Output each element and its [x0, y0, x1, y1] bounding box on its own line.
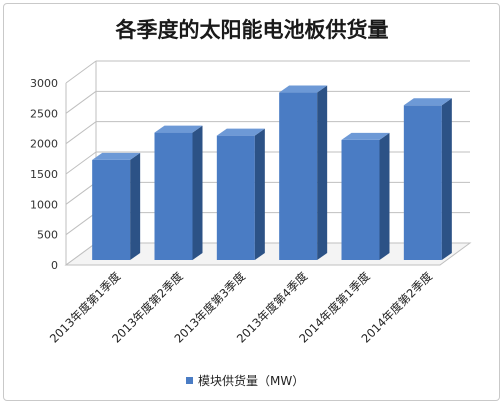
bar-side — [441, 98, 452, 260]
bar — [92, 152, 141, 260]
bar — [279, 85, 328, 260]
gridline-depth — [65, 90, 97, 114]
legend-swatch — [186, 376, 193, 384]
bar-front — [279, 92, 318, 260]
legend-label: 模块供货量（MW） — [198, 373, 305, 388]
gridline-depth — [65, 151, 97, 175]
chart-title: 各季度的太阳能电池板供货量 — [115, 18, 389, 42]
bar-top — [92, 152, 141, 160]
bar-side — [192, 125, 203, 260]
y-tick-label: 2500 — [30, 107, 58, 120]
gridline-depth — [65, 212, 97, 236]
gridline-depth — [65, 181, 97, 205]
bar-side — [317, 85, 328, 260]
gridline-depth — [65, 60, 97, 84]
y-tick-label: 500 — [37, 229, 58, 242]
bar-top — [341, 132, 390, 140]
bar-front — [216, 135, 255, 260]
bar-side — [130, 152, 141, 260]
bar-front — [154, 132, 193, 260]
y-tick-label: 2000 — [30, 138, 58, 151]
bar-top — [279, 85, 328, 93]
bar-top — [154, 125, 203, 133]
bar-side — [254, 128, 265, 260]
bar-top — [216, 128, 265, 136]
bar-front — [403, 105, 442, 260]
y-tick-label: 1000 — [30, 198, 58, 211]
bar-front — [341, 139, 380, 260]
bar-top — [403, 98, 452, 106]
bar — [341, 132, 390, 260]
bar-side — [379, 132, 390, 260]
bar-front — [92, 159, 131, 260]
bar — [403, 98, 452, 260]
bar — [216, 128, 265, 260]
legend: 模块供货量（MW） — [186, 372, 304, 388]
y-tick-label: 0 — [51, 259, 58, 272]
gridline-depth — [65, 121, 97, 145]
y-tick-label: 1500 — [30, 168, 58, 181]
bar — [154, 125, 203, 260]
y-tick-label: 3000 — [30, 77, 58, 90]
